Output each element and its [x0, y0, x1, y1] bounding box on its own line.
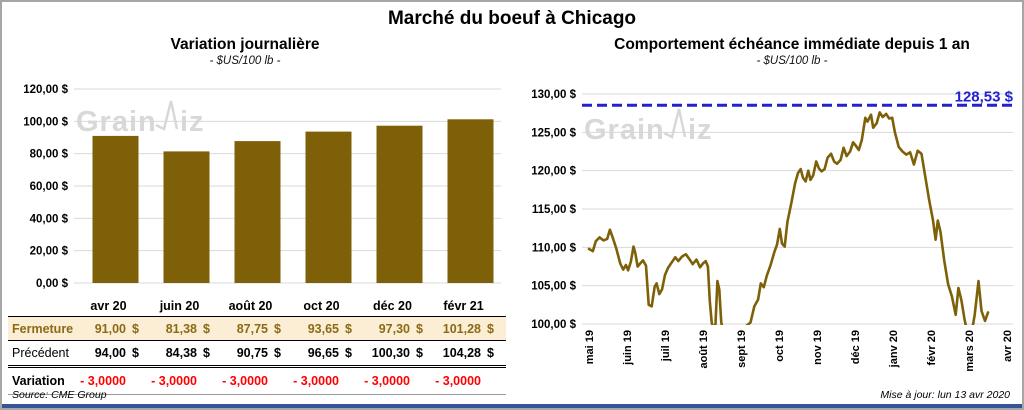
x-tick-label: oct 19 [774, 330, 786, 362]
x-tick-label: déc 19 [850, 330, 862, 364]
currency-symbol: $ [416, 346, 423, 360]
x-tick-label: juil 19 [660, 330, 672, 362]
table-cell: 104,28 $ [435, 346, 506, 360]
table-cell: 93,65 $ [293, 322, 364, 336]
bar-chart-subtitle: - $US/100 lb - [209, 55, 281, 67]
currency-symbol: $ [487, 321, 494, 336]
y-tick-label: 80,00 $ [30, 149, 69, 161]
ref-line-label: 128,53 $ [955, 88, 1014, 105]
table-cell: 97,30 $ [364, 322, 435, 336]
y-tick-label: 120,00 $ [23, 84, 68, 96]
line-chart-title: Comportement échéance immédiate depuis 1… [614, 36, 970, 53]
table-cell: 100,30 $ [364, 346, 435, 360]
svg-text:Grain: Grain [76, 106, 157, 138]
column-header-month: déc 20 [373, 298, 412, 313]
y-tick-label: 120,00 $ [531, 166, 576, 178]
x-tick-label: juin 19 [622, 330, 634, 366]
y-tick-label: 100,00 $ [23, 116, 68, 128]
price-table: avr 20 juin 20 août 20 oct 20 déc 20 févr 21 F… [8, 295, 506, 395]
row-label: Fermeture [12, 321, 74, 336]
bottom-accent-bar [2, 404, 1022, 408]
y-tick-label: 125,00 $ [531, 127, 576, 139]
table-cell: - 3,0000 [364, 374, 410, 388]
bar [92, 135, 139, 283]
currency-symbol: $ [203, 346, 210, 360]
table-cell: - 3,0000 [293, 374, 339, 388]
bar-chart: 120,00 $ 100,00 $ 80,00 $ 60,00 $ 40,00 $ 20,… [23, 84, 501, 290]
x-tick-label: mai 19 [584, 330, 596, 364]
x-tick-label: févr 20 [926, 330, 938, 365]
x-tick-label: mars 20 [964, 330, 976, 372]
line-chart-subtitle: - $US/100 lb - [756, 55, 828, 67]
line-chart: 130,00 $ 125,00 $ 120,00 $ 115,00 $ 110,00 $… [531, 88, 1014, 372]
table-cell: - 3,0000 [151, 374, 197, 388]
table-row-precedent: Précédent 94,00 $84,38 $90,75 $96,65 $100,30 $… [8, 341, 506, 368]
row-label: Précédent [12, 346, 69, 360]
table-row-fermeture: Fermeture 91,00 $81,38 $87,75 $93,65 $97,30 $1… [8, 317, 506, 341]
currency-symbol: $ [203, 321, 210, 336]
table-cell: - 3,0000 [435, 374, 481, 388]
svg-text:iz: iz [180, 106, 205, 138]
column-header-month: avr 20 [90, 298, 127, 313]
row-label: Variation [12, 374, 65, 388]
table-cell: 90,75 $ [222, 346, 293, 360]
currency-symbol: $ [132, 346, 139, 360]
table-cell: 81,38 $ [151, 322, 222, 336]
bar [163, 151, 210, 283]
column-header-month: oct 20 [303, 298, 340, 313]
page-title: Marché du boeuf à Chicago [387, 8, 637, 29]
table-cell: 91,00 $ [80, 322, 151, 336]
table-header-row: avr 20 juin 20 août 20 oct 20 déc 20 févr 21 [8, 295, 506, 317]
y-tick-label: 115,00 $ [532, 204, 577, 216]
grainwiz-watermark: Grain iz [76, 100, 205, 138]
svg-text:Grain: Grain [584, 114, 665, 146]
table-row-variation: Variation - 3,0000 - 3,0000 - 3,0000 - 3,000… [8, 368, 506, 395]
table-cell: 84,38 $ [151, 346, 222, 360]
y-tick-label: 130,00 $ [531, 89, 576, 101]
currency-symbol: $ [345, 321, 352, 336]
grainwiz-watermark: Grain iz [584, 108, 713, 146]
y-tick-label: 60,00 $ [30, 181, 69, 193]
x-tick-label: sept 19 [736, 330, 748, 368]
table-cell: - 3,0000 [80, 374, 126, 388]
table-cell: 96,65 $ [293, 346, 364, 360]
column-header-month: juin 20 [159, 298, 200, 313]
front-month-panel: Comportement échéance immédiate depuis 1… [514, 36, 1020, 391]
currency-symbol: $ [487, 346, 494, 360]
column-header-month: févr 21 [443, 298, 484, 313]
bar [447, 119, 494, 283]
bar [305, 131, 352, 283]
x-tick-label: janv 20 [888, 330, 900, 368]
daily-variation-panel: Variation journalière - $US/100 lb - 120… [8, 36, 506, 395]
bar-chart-title: Variation journalière [170, 36, 320, 53]
table-cell: 101,28 $ [435, 322, 506, 336]
column-header-month: août 20 [228, 298, 273, 313]
currency-symbol: $ [274, 321, 281, 336]
svg-text:iz: iz [688, 114, 713, 146]
y-tick-label: 40,00 $ [30, 213, 69, 225]
bar [234, 141, 281, 283]
currency-symbol: $ [132, 321, 139, 336]
x-tick-label: nov 19 [812, 330, 824, 365]
y-tick-label: 0,00 $ [36, 278, 69, 290]
source-note: Source: CME Group [12, 389, 107, 401]
y-tick-label: 100,00 $ [531, 319, 576, 331]
currency-symbol: $ [416, 321, 423, 336]
table-cell: - 3,0000 [222, 374, 268, 388]
x-tick-label: août 19 [698, 330, 710, 369]
updated-note: Mise à jour: lun 13 avr 2020 [880, 389, 1010, 401]
y-tick-label: 110,00 $ [532, 242, 577, 254]
table-cell: 87,75 $ [222, 322, 293, 336]
currency-symbol: $ [345, 346, 352, 360]
currency-symbol: $ [274, 346, 281, 360]
y-tick-label: 105,00 $ [531, 281, 576, 293]
y-tick-label: 20,00 $ [30, 246, 69, 258]
table-cell: 94,00 $ [80, 346, 151, 360]
x-tick-label: avr 20 [1002, 330, 1014, 362]
bar [376, 125, 423, 283]
price-line [587, 111, 990, 325]
